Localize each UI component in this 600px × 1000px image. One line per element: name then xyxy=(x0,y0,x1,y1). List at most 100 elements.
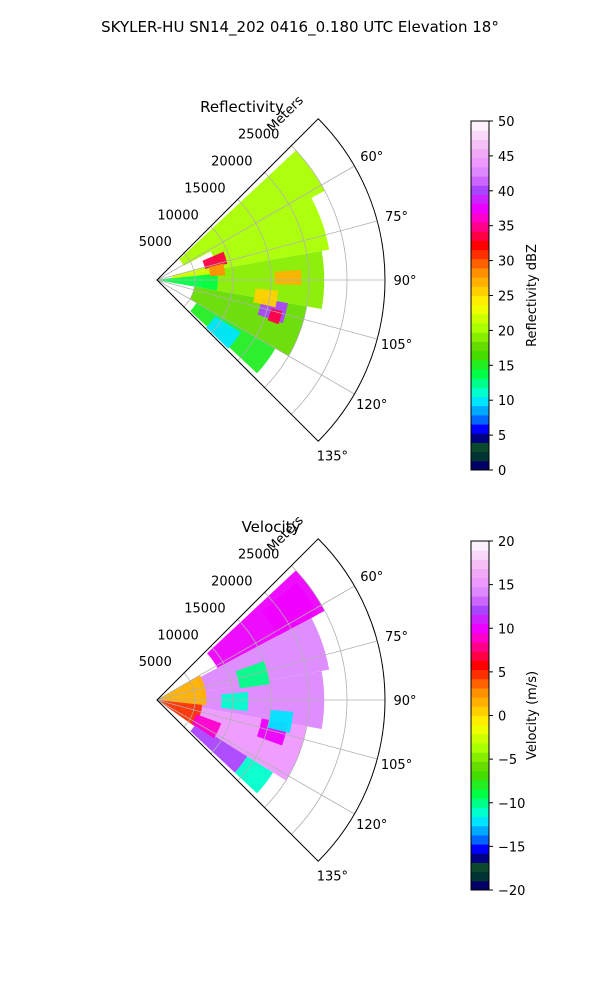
azimuth-spoke xyxy=(156,699,355,815)
colorbar-tick-label: −20 xyxy=(498,884,525,899)
colorbar-swatch xyxy=(471,715,489,726)
colorbar-swatch xyxy=(471,614,489,625)
azimuth-tick-label: 135° xyxy=(317,869,348,884)
colorbar-swatch xyxy=(471,816,489,827)
colorbar-swatch xyxy=(471,642,489,652)
colorbar-swatch xyxy=(471,267,489,278)
colorbar-tick-label: 0 xyxy=(498,710,506,725)
colorbar-swatch xyxy=(471,313,489,324)
azimuth-spoke xyxy=(156,165,355,281)
sector-frame xyxy=(156,538,386,862)
colorbar-swatch xyxy=(471,405,489,416)
data-sector xyxy=(208,263,226,277)
colorbar-swatch xyxy=(471,779,489,790)
colorbar-swatch xyxy=(471,332,489,342)
colorbar-swatch xyxy=(471,368,489,379)
azimuth-tick-label: 90° xyxy=(393,694,416,709)
azimuth-tick-label: 60° xyxy=(360,570,383,585)
colorbar-swatch xyxy=(471,203,489,214)
data-sector xyxy=(221,692,249,712)
azimuth-tick-label: 105° xyxy=(381,338,412,353)
radial-tick-label: 5000 xyxy=(139,655,172,670)
colorbar-swatch xyxy=(471,157,489,168)
data-sector xyxy=(267,709,294,734)
colorbar-swatch xyxy=(471,541,489,551)
colorbar-swatch xyxy=(471,669,489,680)
colorbar-swatch xyxy=(471,451,489,462)
colorbar-swatch xyxy=(471,323,489,333)
colorbar-swatch xyxy=(471,148,489,159)
data-sector xyxy=(206,316,241,349)
colorbar-tick-label: 45 xyxy=(498,150,515,165)
data-sector xyxy=(210,197,330,270)
colorbar-swatch xyxy=(471,414,489,425)
colorbar-tick-label: −15 xyxy=(498,840,525,855)
colorbar-swatch xyxy=(471,834,489,845)
colorbar-swatch xyxy=(471,844,489,854)
colorbar-tick-label: 5 xyxy=(498,429,506,444)
colorbar-swatch xyxy=(471,249,489,260)
colorbar-swatch xyxy=(471,378,489,388)
colorbar-tick-label: 20 xyxy=(498,324,515,339)
colorbar-tick-label: 15 xyxy=(498,359,515,374)
colorbar-swatch xyxy=(471,387,489,398)
azimuth-spoke xyxy=(156,585,355,701)
radial-tick-label: 10000 xyxy=(157,208,198,223)
colorbar-tick-label: 50 xyxy=(498,115,515,130)
colorbar-swatch xyxy=(471,550,489,560)
data-layer xyxy=(157,150,330,374)
colorbar: 0 5 10 15 20 25 30 35 40 45 50 Reflectivity dBZ xyxy=(470,115,540,479)
azimuth-spoke xyxy=(156,220,378,281)
colorbar-tick-label: −5 xyxy=(498,753,517,768)
radial-tick-label: 15000 xyxy=(184,601,225,616)
data-sector xyxy=(157,675,207,706)
colorbar-tick-label: −10 xyxy=(498,797,525,812)
colorbar-swatch xyxy=(471,697,489,707)
colorbar-tick-label: 5 xyxy=(498,666,506,681)
azimuth-tick-label: 105° xyxy=(381,758,412,773)
colorbar-swatch xyxy=(471,359,489,370)
colorbar-swatch xyxy=(471,651,489,661)
colorbar-tick-label: 30 xyxy=(498,255,515,270)
colorbar-swatch xyxy=(471,139,489,150)
azimuth-spoke xyxy=(156,699,378,760)
data-sector xyxy=(191,714,222,739)
azimuth-tick-label: 75° xyxy=(385,630,408,645)
data-sector xyxy=(157,271,218,291)
radial-tick-label: 25000 xyxy=(238,548,279,563)
colorbar-swatch xyxy=(471,798,489,808)
data-sector xyxy=(197,617,330,693)
data-sector xyxy=(253,288,279,308)
azimuth-spoke xyxy=(156,640,378,701)
data-sector xyxy=(234,756,274,794)
colorbar-swatch xyxy=(471,743,489,753)
sector-frame xyxy=(156,118,386,442)
figure-suptitle: SKYLER-HU SN14_202 0416_0.180 UTC Elevat… xyxy=(101,18,499,37)
azimuth-spoke xyxy=(156,279,355,395)
colorbar-swatch xyxy=(471,166,489,177)
colorbar-swatch xyxy=(471,231,489,241)
colorbar-swatch xyxy=(471,341,489,352)
colorbar-tick-label: 35 xyxy=(498,220,515,235)
azimuth-tick-label: 75° xyxy=(385,210,408,225)
colorbar-swatch xyxy=(471,559,489,570)
colorbar-swatch xyxy=(471,286,489,296)
azimuth-spoke xyxy=(156,279,378,340)
colorbar-swatch xyxy=(471,577,489,588)
data-sector xyxy=(190,724,248,773)
radial-tick-label: 10000 xyxy=(157,628,198,643)
colorbar-swatch xyxy=(471,586,489,597)
colorbar-swatch xyxy=(471,825,489,836)
colorbar-tick-label: 40 xyxy=(498,185,515,200)
colorbar-swatch xyxy=(471,396,489,407)
colorbar-swatch xyxy=(471,258,489,269)
radial-tick-label: 20000 xyxy=(211,575,252,590)
colorbar-swatch xyxy=(471,212,489,223)
data-layer xyxy=(157,570,330,794)
azimuth-tick-label: 135° xyxy=(317,449,348,464)
colorbar-swatch xyxy=(471,350,489,361)
colorbar-swatch xyxy=(471,130,489,140)
colorbar-swatch xyxy=(471,433,489,443)
data-sector xyxy=(261,582,319,636)
